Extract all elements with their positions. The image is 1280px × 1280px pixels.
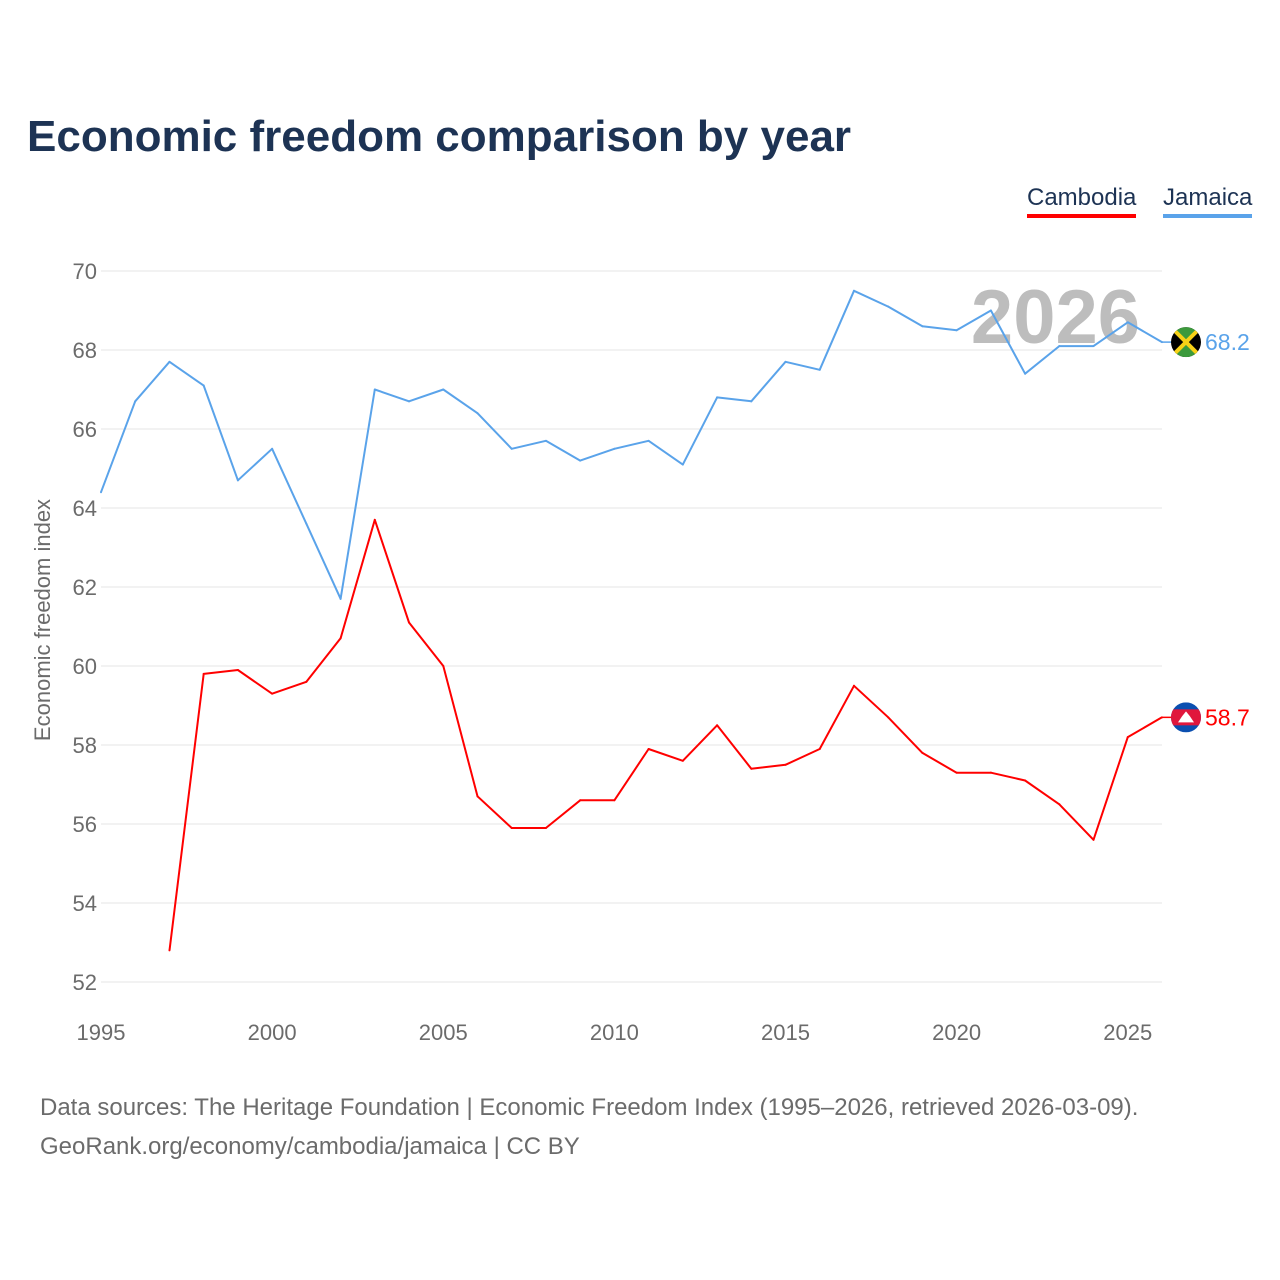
data-point-cambodia [1126, 736, 1129, 739]
data-point-jamaica [373, 388, 376, 391]
data-point-jamaica [510, 447, 513, 450]
data-point-jamaica [476, 412, 479, 415]
x-tick-label: 1995 [77, 1020, 126, 1045]
data-point-cambodia [202, 672, 205, 675]
data-point-cambodia [921, 751, 924, 754]
data-point-cambodia [887, 716, 890, 719]
x-tick-label: 2015 [761, 1020, 810, 1045]
y-tick-label: 66 [73, 417, 97, 442]
data-point-jamaica [647, 439, 650, 442]
data-point-cambodia [271, 692, 274, 695]
data-point-jamaica [818, 368, 821, 371]
cambodia-flag-icon [1171, 702, 1201, 733]
data-point-cambodia [818, 747, 821, 750]
data-point-jamaica [852, 289, 855, 292]
x-tick-label: 2020 [932, 1020, 981, 1045]
data-point-jamaica [408, 400, 411, 403]
data-point-jamaica [271, 447, 274, 450]
data-point-jamaica [989, 309, 992, 312]
data-point-cambodia [750, 767, 753, 770]
end-value-label-cambodia: 58.7 [1205, 704, 1250, 730]
data-point-jamaica [1058, 345, 1061, 348]
data-point-jamaica [784, 360, 787, 363]
y-tick-label: 70 [73, 259, 97, 284]
y-axis-label: Economic freedom index [30, 499, 55, 741]
data-point-cambodia [544, 826, 547, 829]
data-point-cambodia [716, 724, 719, 727]
data-point-cambodia [647, 747, 650, 750]
data-point-cambodia [681, 759, 684, 762]
data-point-cambodia [1092, 838, 1095, 841]
data-point-jamaica [236, 479, 239, 482]
data-point-cambodia [989, 771, 992, 774]
data-point-jamaica [921, 325, 924, 328]
data-point-cambodia [613, 799, 616, 802]
series-line-cambodia [168, 518, 1163, 951]
data-point-cambodia [408, 621, 411, 624]
y-tick-label: 60 [73, 654, 97, 679]
data-point-cambodia [236, 668, 239, 671]
data-point-jamaica [887, 305, 890, 308]
data-point-cambodia [476, 795, 479, 798]
data-point-jamaica [134, 400, 137, 403]
source-line-1: Data sources: The Heritage Foundation | … [40, 1094, 1139, 1121]
y-tick-label: 62 [73, 575, 97, 600]
legend-item-cambodia[interactable]: Cambodia [1027, 184, 1137, 218]
x-tick-label: 2025 [1103, 1020, 1152, 1045]
jamaica-flag-icon [1171, 327, 1201, 358]
data-point-jamaica [750, 400, 753, 403]
data-point-cambodia [1024, 779, 1027, 782]
data-point-cambodia [1058, 803, 1061, 806]
data-point-jamaica [339, 597, 342, 600]
data-point-cambodia [442, 665, 445, 667]
data-point-cambodia [784, 763, 787, 766]
y-tick-label: 54 [73, 891, 97, 916]
y-tick-label: 58 [73, 733, 97, 758]
x-tick-label: 2005 [419, 1020, 468, 1045]
y-tick-label: 52 [73, 970, 97, 995]
data-point-cambodia [339, 637, 342, 640]
year-watermark: 2026 [971, 275, 1140, 360]
data-point-jamaica [1092, 345, 1095, 348]
y-tick-label: 68 [73, 338, 97, 363]
data-point-jamaica [202, 384, 205, 387]
data-point-jamaica [716, 396, 719, 399]
data-point-jamaica [579, 459, 582, 462]
data-point-jamaica [955, 329, 958, 332]
end-value-label-jamaica: 68.2 [1205, 329, 1250, 355]
y-tick-label: 64 [73, 496, 97, 521]
data-point-cambodia [168, 949, 171, 952]
data-point-cambodia [579, 799, 582, 802]
x-tick-label: 2000 [248, 1020, 297, 1045]
data-point-cambodia [955, 771, 958, 774]
data-point-jamaica [100, 491, 102, 494]
source-line-2[interactable]: GeoRank.org/economy/cambodia/jamaica | C… [40, 1133, 580, 1160]
data-point-jamaica [544, 439, 547, 442]
data-point-jamaica [1024, 372, 1027, 375]
data-point-jamaica [613, 447, 616, 450]
data-point-jamaica [305, 522, 308, 525]
legend-item-jamaica[interactable]: Jamaica [1163, 184, 1253, 218]
data-point-cambodia [852, 684, 855, 687]
series-line-jamaica [100, 289, 1163, 600]
data-point-jamaica [1126, 321, 1129, 324]
data-point-cambodia [305, 680, 308, 683]
data-point-jamaica [442, 388, 445, 391]
source-note: Data sources: The Heritage Foundation | … [40, 1088, 1138, 1166]
chart-plot: 52 54 56 58 60 62 64 66 68 70 1995 2000 2005 2010 2015… [30, 259, 1250, 1045]
data-point-cambodia [373, 518, 376, 521]
y-tick-label: 56 [73, 812, 97, 837]
data-point-jamaica [681, 463, 684, 466]
data-point-jamaica [168, 360, 171, 363]
chart-title: Economic freedom comparison by year [27, 112, 852, 161]
data-point-cambodia [510, 826, 513, 829]
x-tick-label: 2010 [590, 1020, 639, 1045]
